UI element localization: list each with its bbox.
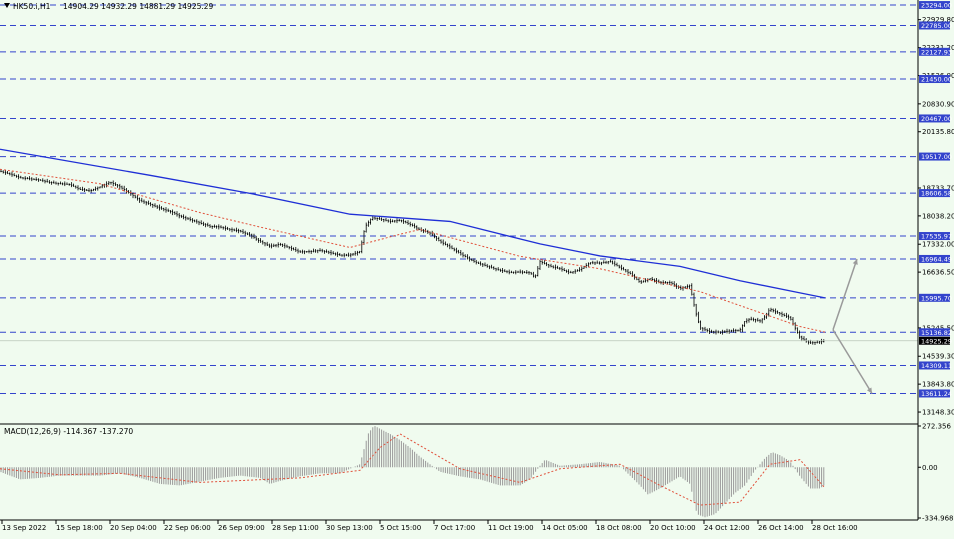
level-price-tag-label: 22127.93: [921, 48, 952, 56]
level-price-tag: [919, 389, 950, 398]
projection-arrow-head-icon: [866, 387, 872, 394]
level-price-tag: [919, 293, 950, 302]
level-price-tag: [919, 1, 950, 10]
time-tick-label: 20 Oct 10:00: [650, 524, 696, 532]
price-tick-label: 13148.30: [922, 409, 954, 417]
level-price-tag: [919, 114, 950, 123]
price-axis: 22929.8022231.2021536.0020830.9020135.80…: [918, 1, 954, 417]
time-tick-label: 11 Oct 19:00: [488, 524, 534, 532]
macd-tick-label: 272.356: [922, 423, 951, 431]
macd-signal-line: [0, 433, 826, 506]
level-price-tag: [919, 47, 950, 56]
price-tick-label: 14539.30: [922, 353, 954, 361]
level-price-tag: [919, 75, 950, 84]
level-price-tag: [919, 152, 950, 161]
time-tick-label: 7 Oct 17:00: [434, 524, 475, 532]
level-price-tag: [919, 328, 950, 337]
level-price-tag-label: 22785.00: [921, 22, 952, 30]
level-price-tag-label: 18606.58: [921, 190, 952, 198]
time-tick-label: 24 Oct 12:00: [704, 524, 750, 532]
time-tick-label: 22 Sep 06:00: [164, 524, 211, 532]
time-tick-label: 20 Sep 04:00: [110, 524, 157, 532]
level-price-tag-label: 15995.70: [921, 294, 952, 302]
current-price-tag-label: 14925.29: [921, 337, 952, 345]
level-price-tag: [919, 361, 950, 370]
price-tick-label: 18038.20: [922, 212, 954, 220]
triangle-down-icon[interactable]: [4, 3, 10, 8]
price-tick-label: 16636.50: [922, 269, 954, 277]
price-tick-label: 13843.80: [922, 381, 954, 389]
horizontal-levels-layer: [0, 4, 918, 394]
price-tick-label: 20830.90: [922, 100, 954, 108]
macd-tick-label: -334.968: [922, 515, 953, 523]
level-price-tag-label: 21450.00: [921, 76, 952, 84]
time-tick-label: 26 Sep 09:00: [218, 524, 265, 532]
level-price-tag-label: 17535.97: [921, 233, 952, 241]
level-price-tag-label: 23294.00: [921, 2, 952, 10]
level-price-tag: [919, 21, 950, 30]
price-tick-label: 22929.80: [922, 16, 954, 24]
projection-arrow-head-icon: [852, 258, 858, 265]
time-tick-label: 28 Oct 16:00: [812, 524, 858, 532]
price-panel: [0, 148, 918, 394]
macd-panel: [0, 426, 826, 518]
time-tick-label: 30 Sep 13:00: [326, 524, 373, 532]
price-tick-label: 17332.00: [922, 241, 954, 249]
projection-arrow-shaft[interactable]: [832, 258, 858, 330]
time-tick-label: 28 Sep 11:00: [272, 524, 319, 532]
current-price-tag: [919, 336, 950, 345]
fast-moving-average-line: [0, 168, 826, 333]
macd-axis: 272.356 0.00 -334.968: [918, 423, 953, 523]
level-price-tag: [919, 232, 950, 241]
level-price-tag: [919, 254, 950, 263]
level-price-tag-label: 14309.11: [921, 362, 952, 370]
projection-arrow-shaft[interactable]: [832, 329, 873, 394]
time-tick-label: 18 Oct 08:00: [596, 524, 642, 532]
macd-tick-label: 0.00: [922, 464, 938, 472]
macd-label: MACD(12,26,9) -114.367 -137.270: [4, 427, 133, 436]
time-tick-label: 5 Oct 15:00: [380, 524, 421, 532]
time-tick-label: 15 Sep 18:00: [56, 524, 103, 532]
price-tick-label: 18733.70: [922, 184, 954, 192]
level-price-tag-label: 15136.82: [921, 329, 952, 337]
level-price-tag-label: 16964.49: [921, 255, 952, 263]
level-price-tag-label: 20467.00: [921, 115, 952, 123]
symbol-label: HK50.i,H1: [13, 2, 51, 11]
level-price-tag-label: 19517.00: [921, 153, 952, 161]
slow-moving-average-line: [0, 148, 826, 299]
time-tick-label: 13 Sep 2022: [2, 524, 46, 532]
level-price-tag-label: 13611.24: [921, 390, 952, 398]
time-tick-label: 26 Oct 14:00: [758, 524, 804, 532]
ohlc-label: 14904.29 14932.29 14881.29 14925.29: [63, 2, 214, 11]
level-price-tag: [919, 189, 950, 198]
price-tick-label: 20135.80: [922, 128, 954, 136]
time-tick-label: 14 Oct 05:00: [542, 524, 588, 532]
time-axis: 13 Sep 2022 15 Sep 18:00 20 Sep 04:00 22 Se…: [1, 520, 858, 532]
